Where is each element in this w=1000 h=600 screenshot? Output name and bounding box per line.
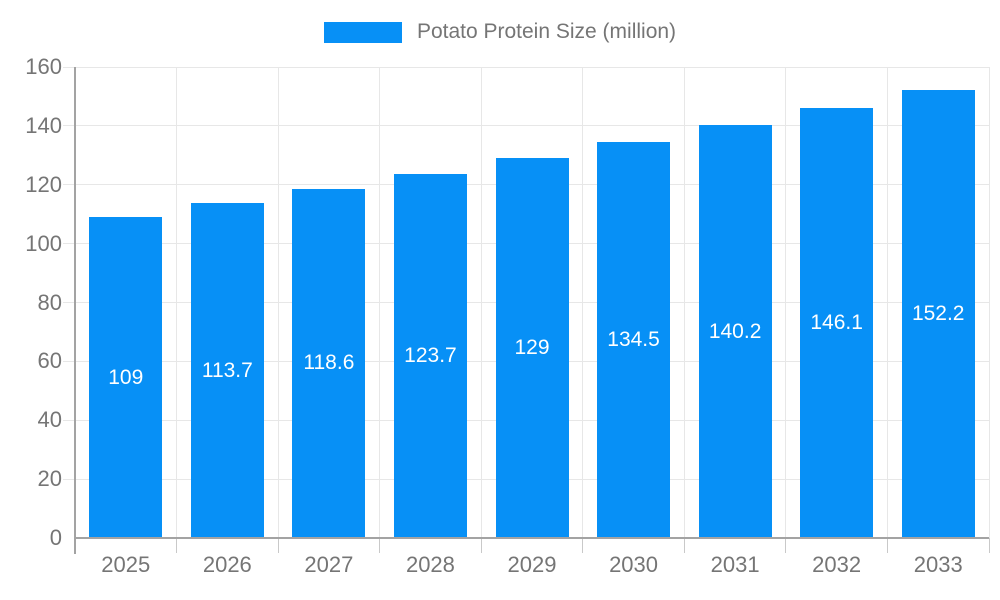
bar-value-label: 140.2: [708, 319, 762, 343]
v-gridline: [582, 67, 584, 538]
v-gridline: [785, 67, 787, 538]
bar-value-label: 146.1: [810, 310, 863, 334]
x-axis-tick: [176, 538, 178, 553]
bar: [901, 89, 975, 538]
x-tick-label: 2027: [304, 552, 354, 577]
h-gridline: [63, 66, 989, 68]
x-axis-tick: [480, 538, 482, 553]
v-gridline: [277, 67, 279, 538]
x-tick-label: 2033: [913, 552, 963, 577]
x-axis-line: [75, 537, 989, 539]
bar-value-label: 152.2: [911, 301, 965, 325]
v-gridline: [379, 67, 381, 538]
bar-value-label: 118.6: [303, 351, 355, 375]
y-tick-label: 20: [37, 466, 62, 492]
x-tick-label: 2030: [609, 552, 659, 577]
bar: [89, 217, 163, 538]
y-tick-label: 140: [25, 112, 62, 138]
legend-color-swatch: [323, 21, 402, 43]
y-tick-label: 40: [37, 407, 62, 433]
bar-value-label: 129: [514, 336, 550, 360]
x-axis-tick: [277, 538, 279, 553]
bar-value-label: 134.5: [607, 328, 660, 352]
x-axis-tick: [886, 538, 888, 553]
x-tick-label: 2028: [405, 552, 455, 577]
bar-value-label: 113.7: [201, 358, 253, 382]
y-tick-label: 160: [25, 54, 62, 79]
bar-value-label: 123.7: [404, 343, 457, 367]
bar: [495, 158, 569, 538]
y-tick-label: 0: [49, 525, 62, 550]
plot-area: 109 113.7 118.6 123.7 129 134.5 140.2 146.1 152.…: [63, 66, 990, 554]
x-axis-tick: [683, 538, 685, 553]
v-gridline: [480, 67, 482, 538]
y-axis-line: [74, 67, 76, 554]
y-tick-label: 100: [25, 230, 62, 256]
bar: [190, 203, 264, 538]
x-tick-label: 2032: [812, 552, 862, 577]
x-axis-tick: [988, 538, 990, 553]
y-tick-label: 120: [25, 171, 62, 197]
v-gridline: [683, 67, 685, 538]
bar: [698, 125, 772, 538]
bar: [292, 188, 366, 538]
legend-label: Potato Protein Size (million): [416, 20, 677, 43]
x-axis-tick: [785, 538, 787, 553]
h-gridline: [63, 125, 989, 127]
x-axis-tick: [379, 538, 381, 553]
x-axis-tick: [582, 538, 584, 553]
y-tick-label: 80: [37, 289, 62, 315]
v-gridline: [988, 67, 990, 538]
y-tick-label: 60: [37, 348, 62, 374]
bar-value-label: 109: [108, 365, 144, 389]
x-tick-label: 2031: [710, 552, 760, 577]
bar: [393, 173, 467, 538]
chart-legend[interactable]: Potato Protein Size (million): [0, 20, 1000, 44]
v-gridline: [886, 67, 888, 538]
x-tick-label: 2026: [202, 552, 252, 577]
x-tick-label: 2029: [507, 552, 557, 577]
bar: [597, 142, 671, 538]
v-gridline: [176, 67, 178, 538]
x-tick-label: 2025: [101, 552, 151, 577]
bar: [800, 107, 874, 538]
